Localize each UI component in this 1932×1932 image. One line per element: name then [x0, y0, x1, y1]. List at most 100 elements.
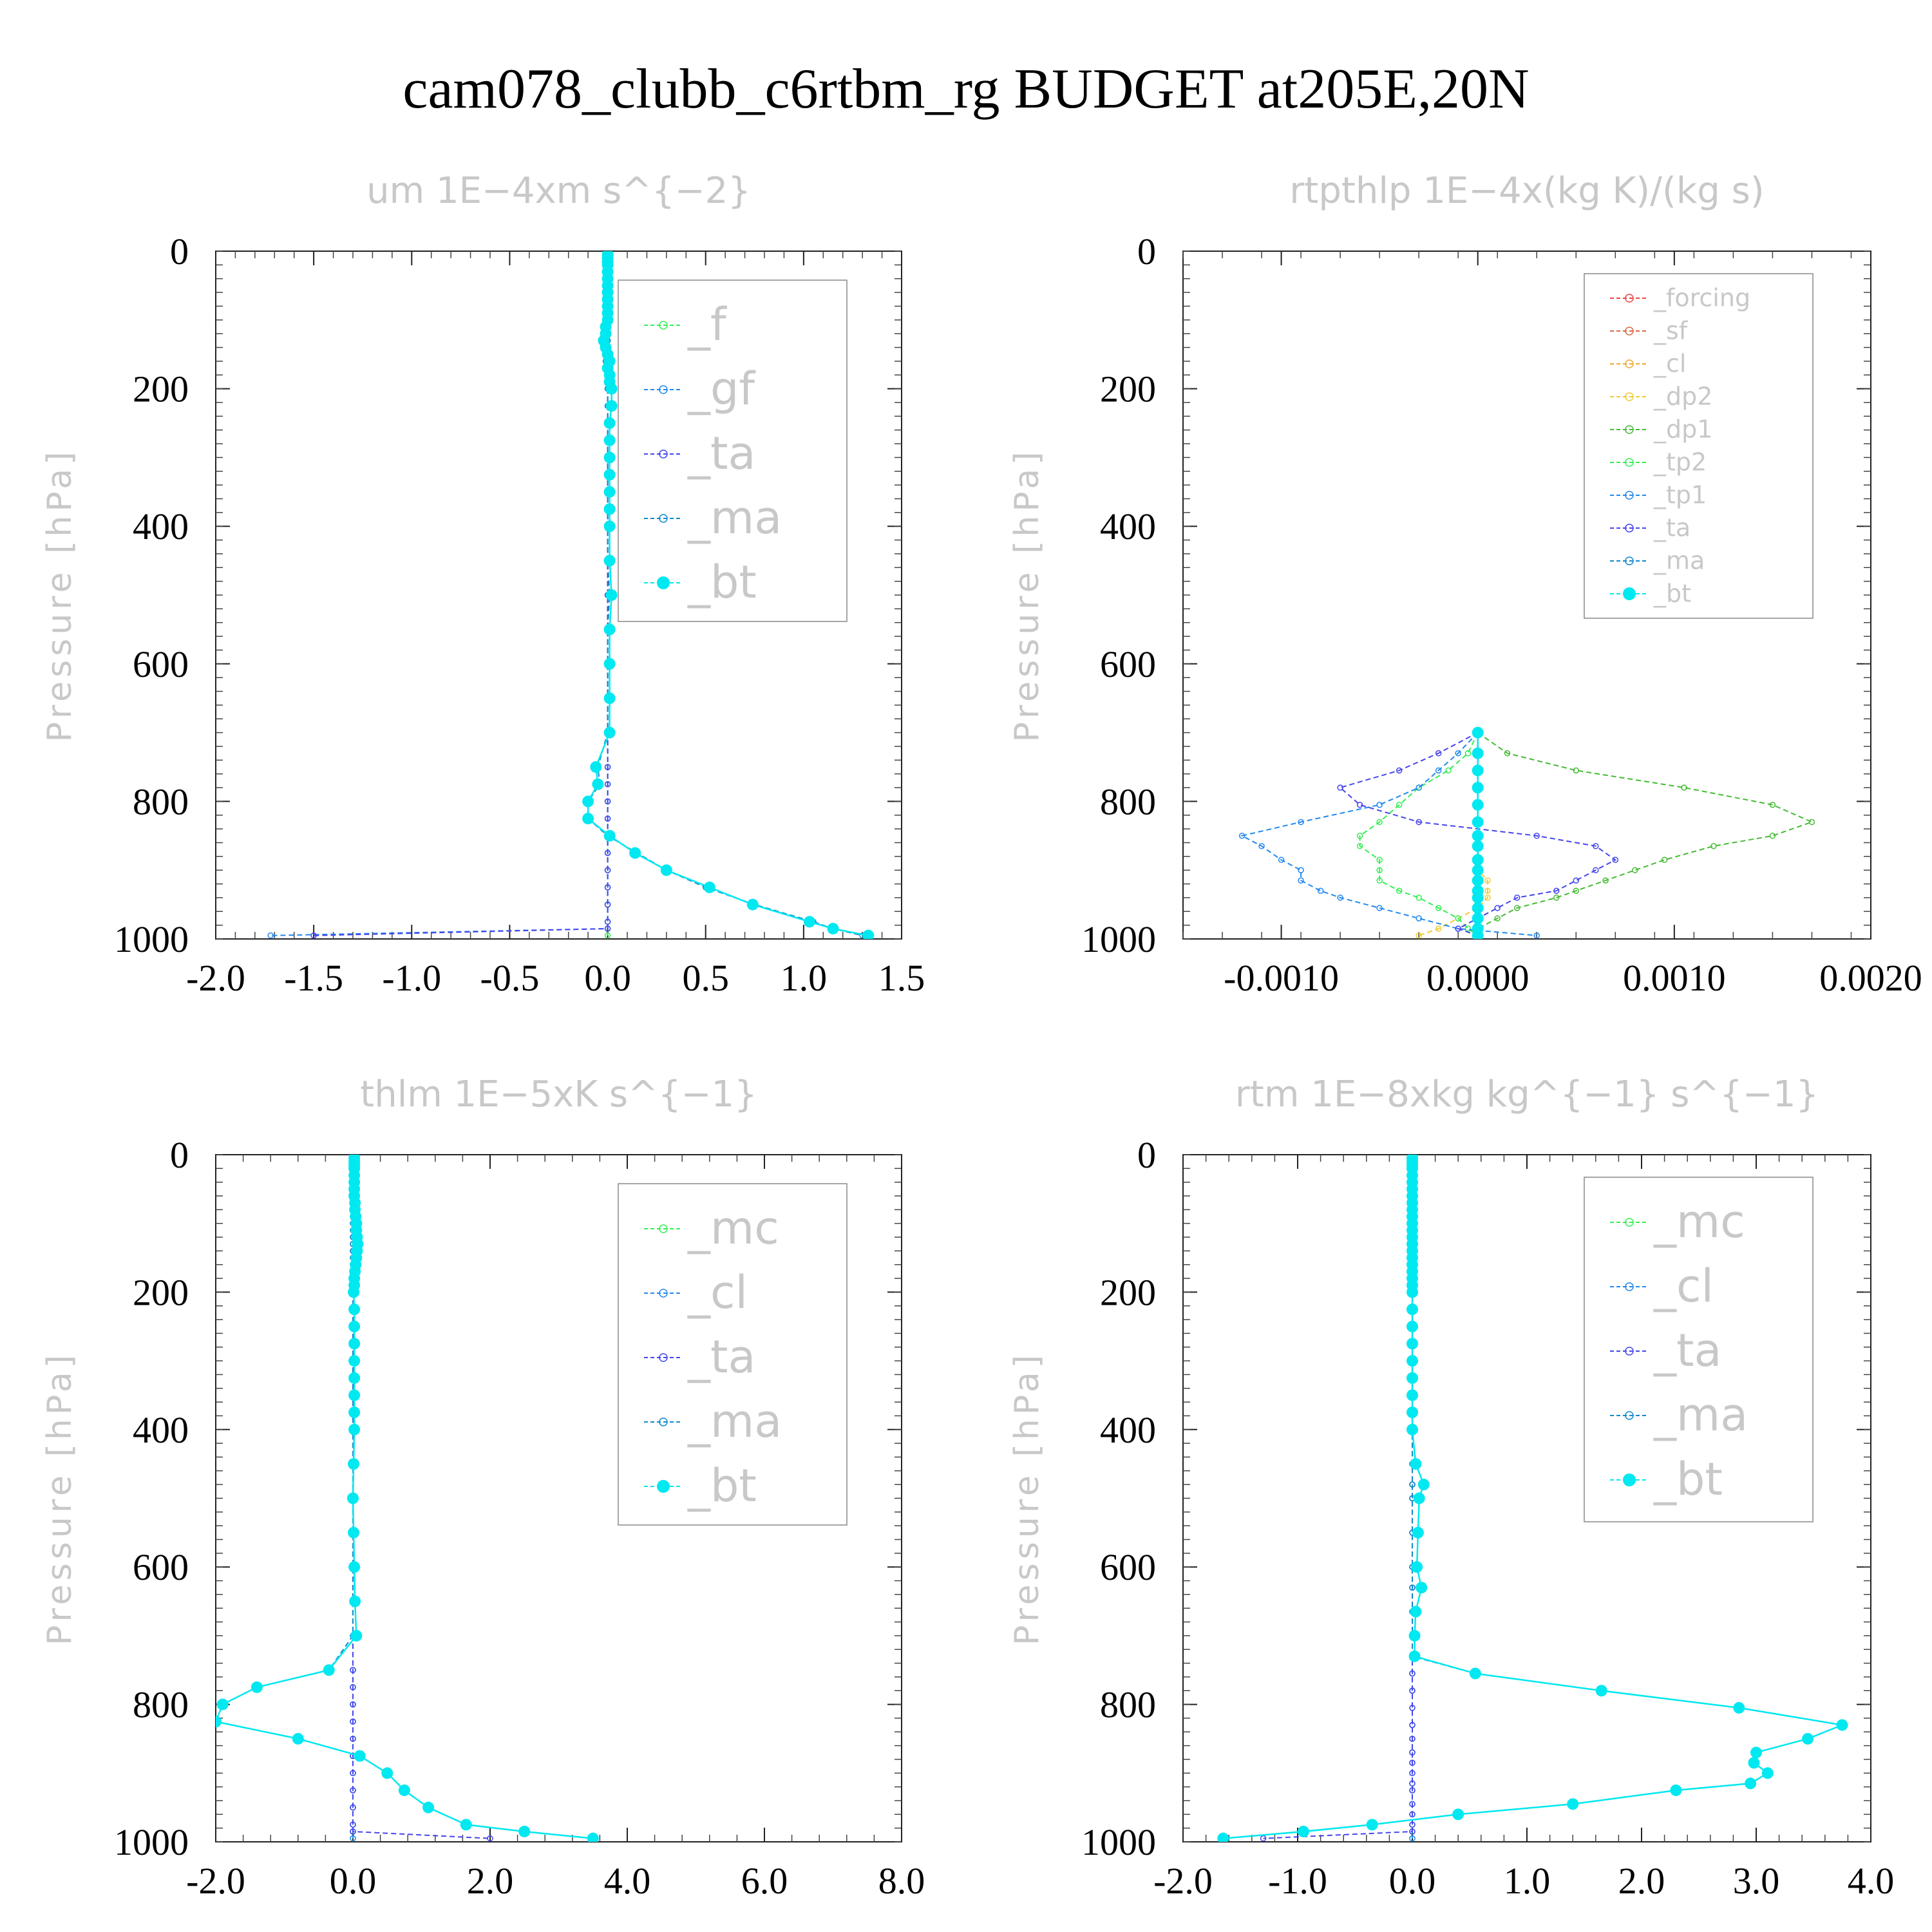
data-point-bt: [1406, 1355, 1418, 1367]
series-line-bt: [216, 1158, 593, 1839]
data-point-ta: [1409, 1821, 1416, 1828]
data-point-tp1: [1416, 784, 1422, 791]
data-point-bt: [348, 1303, 361, 1316]
data-point-bt: [1416, 1582, 1428, 1594]
data-point-dp1: [1513, 905, 1520, 911]
data-point-bt: [349, 1595, 361, 1607]
legend-label: _bt: [687, 556, 757, 609]
legend-label: _cl: [1653, 350, 1686, 378]
y-tick-label: 400: [133, 1409, 189, 1451]
data-point-bt: [603, 503, 616, 515]
data-point-bt: [1452, 1808, 1464, 1821]
data-point-bt: [1750, 1747, 1762, 1759]
data-point-ta: [350, 1821, 356, 1828]
data-point-bt: [1406, 1320, 1418, 1332]
data-point-ta: [350, 1770, 356, 1777]
data-point-cl: [350, 1835, 356, 1842]
data-point-ta: [1409, 1828, 1416, 1835]
data-point-bt: [1472, 840, 1484, 852]
legend-label: _ma: [687, 1395, 782, 1448]
data-point-bt: [348, 1406, 361, 1419]
y-tick-label: 400: [133, 506, 189, 547]
data-point-bt: [347, 1492, 359, 1504]
data-point-ta: [1409, 1811, 1416, 1818]
legend-label: _ta: [1653, 514, 1690, 542]
data-point-bt: [1472, 799, 1484, 811]
data-point-ta: [1409, 1721, 1416, 1728]
x-tick-label: 6.0: [741, 1860, 788, 1902]
series-line-ma: [216, 1158, 593, 1839]
legend-box: [1584, 273, 1814, 619]
y-tick-label: 0: [1137, 231, 1156, 272]
data-point-bt: [323, 1664, 335, 1676]
data-point-bt: [1406, 1338, 1418, 1350]
legend: _forcing _sf _cl _dp2 _dp1 _tp2 _tp1 _ta _ma _bt: [1584, 273, 1814, 619]
y-tick-label: 600: [133, 643, 189, 685]
data-point-tp2: [1464, 925, 1472, 932]
y-tick-label: 600: [1100, 1546, 1156, 1588]
data-point-bt: [1472, 864, 1484, 876]
data-point-gf: [267, 932, 274, 939]
data-point-bt: [460, 1819, 472, 1831]
data-point-dp1: [1769, 801, 1776, 808]
y-tick-label: 800: [133, 1684, 189, 1726]
data-point-ta: [1435, 750, 1442, 757]
legend-marker: [1625, 359, 1634, 368]
data-point-bt: [746, 898, 759, 911]
data-point-tp2: [1376, 819, 1383, 826]
data-point-bt: [582, 813, 594, 825]
x-tick-label: 1.0: [1504, 1860, 1551, 1902]
data-point-bt: [1567, 1798, 1579, 1810]
data-point-tp1: [1376, 801, 1383, 808]
data-point-dp1: [1710, 843, 1717, 849]
x-tick-label: 0.5: [682, 957, 729, 999]
data-point-bt: [1472, 902, 1484, 914]
x-tick-label: 0.0000: [1426, 957, 1530, 999]
legend-label: _ta: [1653, 1324, 1721, 1377]
data-point-bt: [1472, 829, 1484, 842]
x-tick-label: -2.0: [186, 1860, 245, 1902]
data-point-ta: [604, 764, 611, 770]
data-point-ma: [1409, 1584, 1416, 1591]
series-line-tp2: [1359, 732, 1479, 936]
data-point-tp1: [1337, 895, 1343, 901]
data-point-bt: [590, 761, 602, 773]
legend-marker: [659, 385, 668, 394]
data-point-bt: [862, 929, 875, 939]
y-tick-label: 1000: [114, 918, 189, 960]
data-point-ta: [350, 1684, 356, 1690]
data-point-tp1: [1298, 819, 1304, 826]
data-point-bt: [1410, 1605, 1422, 1618]
series-line-gf: [270, 254, 609, 936]
series-group: [1217, 1155, 1848, 1842]
data-point-ta: [1396, 767, 1403, 774]
data-point-ta: [310, 932, 317, 939]
data-point-ta: [1533, 833, 1540, 839]
legend-marker: [1625, 458, 1634, 467]
data-point-bt: [1670, 1784, 1682, 1796]
y-axis-label: Pressure [hPa]: [41, 448, 79, 743]
series-line-ta: [314, 254, 609, 936]
data-point-f: [604, 932, 611, 939]
data-point-bt: [603, 486, 616, 498]
data-point-ta: [1553, 887, 1560, 894]
data-point-bt: [1469, 1667, 1481, 1680]
data-point-bt: [603, 726, 616, 739]
data-point-bt: [1406, 1406, 1418, 1419]
legend-label: _bt: [1653, 580, 1691, 608]
data-point-bt: [603, 658, 616, 670]
legend-box: [618, 279, 848, 622]
legend-label: _dp2: [1653, 383, 1712, 411]
data-point-tp2: [1445, 767, 1452, 774]
legend-label: _mc: [1653, 1195, 1745, 1248]
data-point-bt: [1472, 726, 1484, 739]
data-point-bt: [1472, 875, 1484, 887]
data-point-ta: [1409, 1787, 1416, 1794]
data-point-ta: [1260, 1835, 1267, 1842]
legend-marker: [657, 576, 670, 589]
y-tick-label: 1000: [114, 1821, 189, 1863]
data-point-dp2: [1484, 887, 1491, 894]
data-point-bt: [1406, 1286, 1418, 1298]
data-point-cl: [1409, 1835, 1416, 1842]
